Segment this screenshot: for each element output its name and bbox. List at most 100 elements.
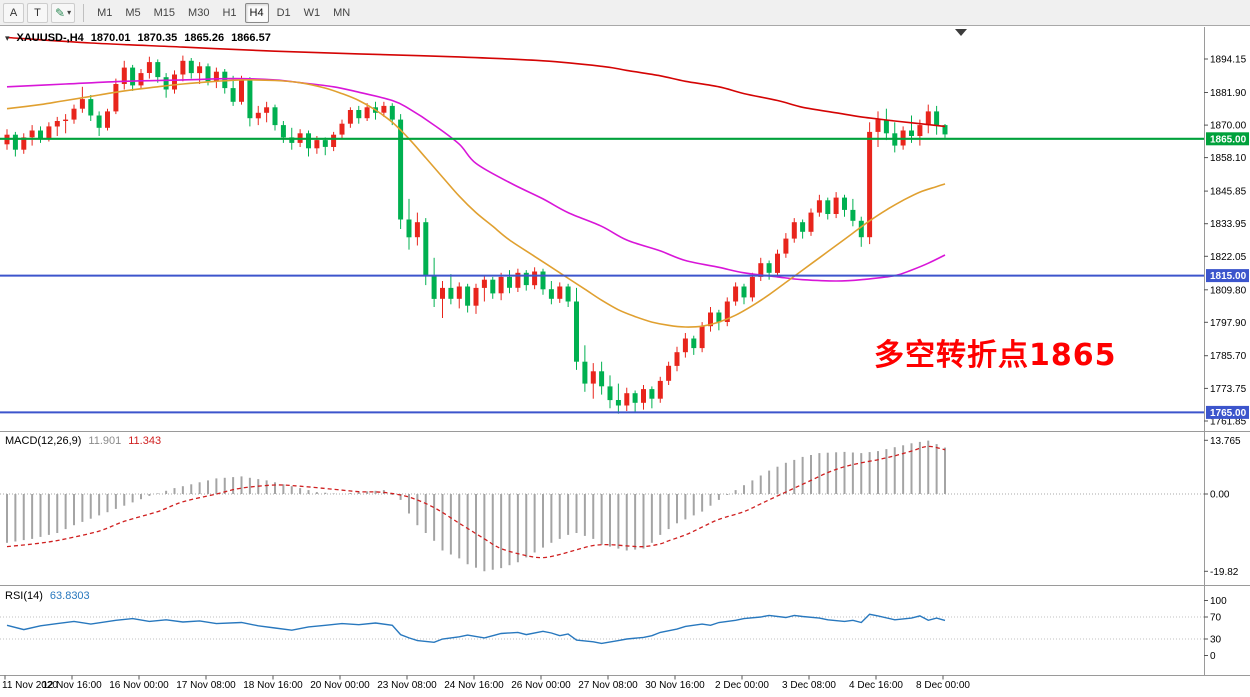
candle-body [79,99,85,109]
rsi-axis-label: 30 [1210,635,1222,646]
candle-body [641,389,646,403]
candle-body [733,286,739,302]
candle-body [347,110,353,124]
time-tick-label: 4 Dec 16:00 [849,680,903,691]
candle-body [599,371,605,387]
candle-body [54,121,60,127]
candle-body [138,73,144,86]
candle-body [749,276,755,298]
toolbar: A T ✎ ▾ M1 M5 M15 M30 H1 H4 D1 W1 MN [0,0,1250,26]
candle-body [858,220,864,238]
candle-body [38,130,43,139]
time-tick-label: 8 Dec 00:00 [916,680,970,691]
time-tick-label: 23 Nov 08:00 [377,680,437,691]
candle-body [389,105,395,120]
toolbar-separator [83,3,85,22]
candle-body [548,289,554,299]
price-tick-label: 1845.85 [1210,187,1247,198]
time-tick-label: 26 Nov 00:00 [511,680,571,691]
candle-body [440,287,445,299]
time-tick-label: 2 Dec 00:00 [715,680,769,691]
candle-body [121,67,127,84]
candle-body [674,352,680,366]
candle-body [850,209,856,221]
candle-body [46,126,52,139]
candle-body [875,119,881,132]
ma-fast-orange [6,79,946,328]
chart-shift-marker [955,29,967,36]
annotation-text[interactable]: 多空转折点1865 [874,338,1117,373]
chart-collapse-icon[interactable]: ▾ [5,32,10,43]
timeframe-m15-button[interactable]: M15 [149,3,180,23]
low-value: 1865.26 [184,32,225,44]
price-level-label: 1765.00 [1210,408,1247,419]
timeframe-h1-button[interactable]: H1 [217,3,241,23]
text-tool-button[interactable]: T [27,2,48,23]
candle-body [163,77,169,90]
arrow-tool-button[interactable]: A [3,2,24,23]
draw-tool-button[interactable]: ✎ ▾ [51,2,76,23]
candle-body [280,125,286,138]
chart-canvas[interactable]: 1894.15 1881.90 1870.00 1858.10 1845.85 1833.… [0,27,1250,697]
price-tick-label: 1822.05 [1210,252,1247,263]
chart-area[interactable]: 1894.15 1881.90 1870.00 1858.10 1845.85 1833.… [0,27,1250,697]
candle-body [825,200,831,214]
timeframe-w1-button[interactable]: W1 [299,3,326,23]
candle-body [808,212,814,232]
candle-body [339,123,345,135]
candle-body [71,108,77,120]
price-tick-label: 1773.75 [1210,384,1247,395]
candle-body [239,79,244,102]
macd-axis-label: 13.765 [1210,436,1241,447]
timeframe-h4-button[interactable]: H4 [244,2,269,23]
price-tick-label: 1881.90 [1210,88,1247,99]
timeframe-mn-button[interactable]: MN [328,3,355,23]
candle-body [490,279,496,294]
candle-body [130,67,136,86]
candle-body [213,71,219,82]
ma-slow-red [6,36,946,128]
candle-body [264,107,270,113]
candle-body [172,74,177,90]
candle-body [515,272,521,288]
candle-body [532,271,538,286]
candle-body [766,263,772,273]
rsi-axis-label: 100 [1210,596,1227,607]
macd-name: MACD(12,26,9) [5,435,82,447]
candle-body [925,111,931,126]
candle-body [632,393,638,403]
candle-body [247,79,253,119]
candle-body [306,133,311,149]
open-value: 1870.01 [90,32,131,44]
timeframe-m5-button[interactable]: M5 [120,3,145,23]
candle-body [917,125,923,136]
candle-body [29,130,35,138]
time-tick-label: 24 Nov 16:00 [444,680,504,691]
candle-body [63,119,69,121]
candle-body [21,137,27,150]
timeframe-m30-button[interactable]: M30 [183,3,214,23]
time-axis[interactable] [0,676,1250,697]
candle-body [96,115,102,128]
candle-body [909,130,914,136]
candle-body [699,326,705,349]
candle-body [758,263,764,277]
candle-body [105,111,110,128]
candle-body [507,276,512,288]
candle-body [942,125,948,135]
timeframe-m1-button[interactable]: M1 [92,3,117,23]
price-level-label: 1815.00 [1210,271,1247,282]
chevron-down-icon: ▾ [67,8,72,17]
price-axis[interactable] [1205,27,1250,675]
candle-body [88,99,94,116]
timeframe-d1-button[interactable]: D1 [272,3,296,23]
candle-body [431,275,437,299]
price-level-badge [1206,132,1249,146]
candle-body [155,62,161,78]
pencil-icon: ✎ [55,5,66,20]
candle-body [724,301,730,322]
candle-body [364,107,370,119]
time-tick-label: 3 Dec 08:00 [782,680,836,691]
price-tick-label: 1858.10 [1210,153,1247,164]
